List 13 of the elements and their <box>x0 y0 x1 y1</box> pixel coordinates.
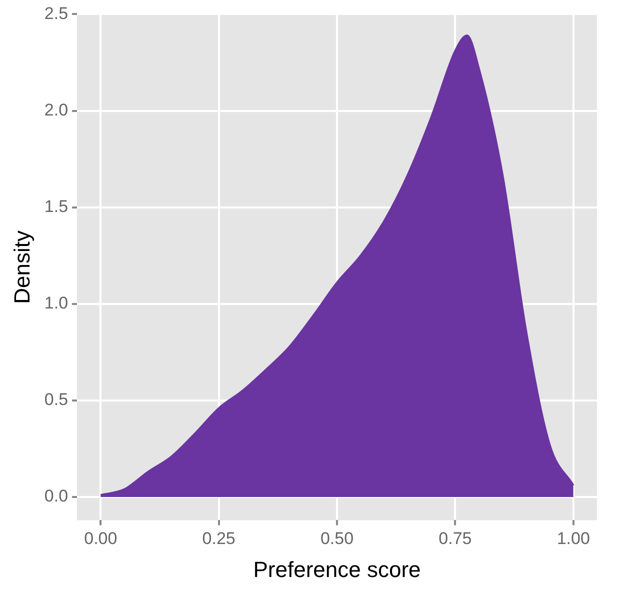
y-tick-label: 1.5 <box>44 197 68 216</box>
y-tick-label: 2.5 <box>44 4 68 23</box>
x-tick-label: 0.75 <box>438 529 472 548</box>
x-tick-label: 0.00 <box>84 529 118 548</box>
x-tick-label: 0.50 <box>320 529 354 548</box>
y-tick-label: 0.0 <box>44 486 68 506</box>
x-axis-title: Preference score <box>253 556 421 582</box>
x-tick-label: 1.00 <box>556 529 590 548</box>
y-tick-label: 2.0 <box>44 100 68 120</box>
y-tick-label: 0.5 <box>44 390 68 410</box>
x-tick-label: 0.25 <box>202 529 236 548</box>
y-axis-title: Density <box>9 230 34 304</box>
y-tick-label: 1.0 <box>44 294 68 313</box>
